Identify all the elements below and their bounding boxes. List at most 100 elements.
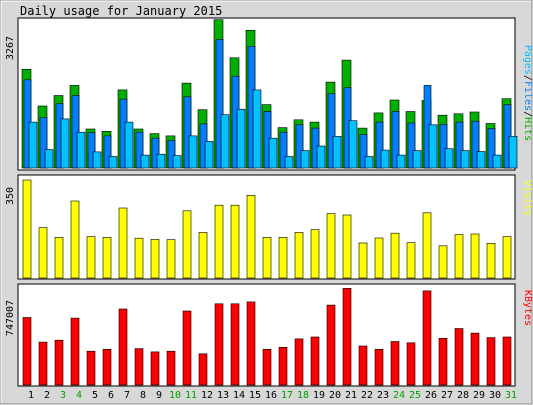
bar-files-day-8 xyxy=(135,131,144,169)
panel-hits-files-pages: 3267 Pages/Files/Hits xyxy=(5,17,533,171)
bar-kbytes-day-21 xyxy=(342,287,352,386)
bar-files-day-4 xyxy=(71,95,80,169)
bar-kbytes-day-8 xyxy=(134,348,144,386)
bar-kbytes-day-18 xyxy=(294,338,304,386)
bar-pages-day-4 xyxy=(76,131,86,169)
bar-pages-day-15 xyxy=(252,89,262,169)
bar-visits-day-2 xyxy=(38,227,48,279)
legend-word-hits-4: Hits xyxy=(522,117,533,141)
bar-visits-day-25 xyxy=(406,242,416,279)
bar-visits-day-9 xyxy=(150,239,160,279)
bars-hits-files-pages xyxy=(21,19,518,169)
bar-files-day-22 xyxy=(359,134,368,169)
legend-hits-files-pages: Pages/Files/Hits xyxy=(522,45,533,141)
chart-title: Daily usage for January 2015 xyxy=(20,4,222,18)
bar-kbytes-day-16 xyxy=(262,348,272,386)
legend-word-hits-2: Files xyxy=(522,81,533,111)
bar-files-day-23 xyxy=(375,121,384,169)
bar-visits-day-11 xyxy=(182,210,192,279)
bar-pages-day-6 xyxy=(108,156,118,169)
day-label-19: 19 xyxy=(313,390,325,401)
day-label-29: 29 xyxy=(473,390,485,401)
bar-kbytes-day-24 xyxy=(390,341,400,386)
bar-visits-day-26 xyxy=(422,212,432,279)
bar-pages-day-23 xyxy=(380,149,390,169)
bar-pages-day-19 xyxy=(316,145,326,169)
bar-kbytes-day-29 xyxy=(470,332,480,386)
day-label-15: 15 xyxy=(249,390,261,401)
x-axis-day-labels: 1 2 3 4 5 6 7 8 9 10 11 12 13 14 15 16 17 18 19 20 21 22 23 24 2… xyxy=(28,390,517,401)
bar-visits-day-27 xyxy=(438,245,448,279)
day-label-8: 8 xyxy=(140,390,146,401)
bar-visits-day-3 xyxy=(54,237,64,279)
bar-visits-day-21 xyxy=(342,214,352,279)
bar-visits-day-13 xyxy=(214,204,224,279)
bar-kbytes-day-9 xyxy=(150,351,160,386)
day-label-4: 4 xyxy=(76,390,82,401)
day-label-24: 24 xyxy=(393,390,405,401)
bar-pages-day-28 xyxy=(460,150,470,169)
bar-files-day-6 xyxy=(103,135,112,169)
bar-visits-day-12 xyxy=(198,232,208,279)
bar-files-day-2 xyxy=(39,117,48,169)
day-label-18: 18 xyxy=(297,390,309,401)
bar-files-day-29 xyxy=(471,120,480,169)
bar-pages-day-20 xyxy=(332,136,342,169)
bar-visits-day-1 xyxy=(22,179,32,279)
legend-text-visits: Visits xyxy=(522,180,533,216)
bar-visits-day-16 xyxy=(262,237,272,279)
day-label-11: 11 xyxy=(185,390,197,401)
day-label-30: 30 xyxy=(489,390,501,401)
panel-visits: 350 Visits xyxy=(5,174,533,280)
legend-visits: Visits xyxy=(522,180,533,216)
bar-pages-day-13 xyxy=(220,114,230,169)
bar-kbytes-day-27 xyxy=(438,337,448,386)
bar-pages-day-17 xyxy=(284,156,294,169)
bar-pages-day-2 xyxy=(44,149,54,169)
bar-pages-day-8 xyxy=(140,154,150,169)
day-label-9: 9 xyxy=(156,390,162,401)
bar-kbytes-day-6 xyxy=(102,348,112,386)
bar-files-day-10 xyxy=(167,140,176,169)
bars-kbytes xyxy=(22,287,512,386)
legend-word-hits-3: / xyxy=(522,111,533,117)
bar-kbytes-day-31 xyxy=(502,336,512,386)
bar-pages-day-10 xyxy=(172,155,182,169)
bar-kbytes-day-7 xyxy=(118,308,128,386)
scale-label-visits: 350 xyxy=(5,187,16,205)
bar-pages-day-5 xyxy=(92,151,102,169)
bar-kbytes-day-4 xyxy=(70,317,80,386)
day-label-17: 17 xyxy=(281,390,293,401)
bar-pages-day-22 xyxy=(364,156,374,169)
bar-kbytes-day-14 xyxy=(230,303,240,386)
scale-label-kbytes: 747007 xyxy=(5,300,16,336)
bar-pages-day-11 xyxy=(188,135,198,169)
bar-files-day-20 xyxy=(327,93,336,169)
day-label-3: 3 xyxy=(60,390,66,401)
bar-files-day-25 xyxy=(407,122,416,169)
bar-kbytes-day-20 xyxy=(326,304,336,386)
bar-files-day-17 xyxy=(279,131,288,169)
bars-visits xyxy=(22,179,512,279)
bar-visits-day-17 xyxy=(278,237,288,279)
bar-pages-day-12 xyxy=(204,141,214,169)
bar-kbytes-day-23 xyxy=(374,348,384,386)
bar-pages-day-24 xyxy=(396,154,406,169)
bar-pages-day-14 xyxy=(236,108,246,169)
bar-visits-day-24 xyxy=(390,232,400,279)
bar-kbytes-day-30 xyxy=(486,337,496,386)
bar-pages-day-3 xyxy=(60,118,70,169)
bar-visits-day-31 xyxy=(502,236,512,279)
bar-files-day-18 xyxy=(295,124,304,169)
panel-kbytes: 747007 KBytes xyxy=(5,283,533,387)
legend-word-hits-1: / xyxy=(522,75,533,81)
bar-files-day-24 xyxy=(391,111,400,169)
legend-kbytes: KBytes xyxy=(522,290,533,326)
day-label-22: 22 xyxy=(361,390,373,401)
bar-kbytes-day-19 xyxy=(310,336,320,386)
bar-kbytes-day-5 xyxy=(86,350,96,386)
legend-text-kbytes: KBytes xyxy=(522,290,533,326)
bar-pages-day-18 xyxy=(300,150,310,169)
